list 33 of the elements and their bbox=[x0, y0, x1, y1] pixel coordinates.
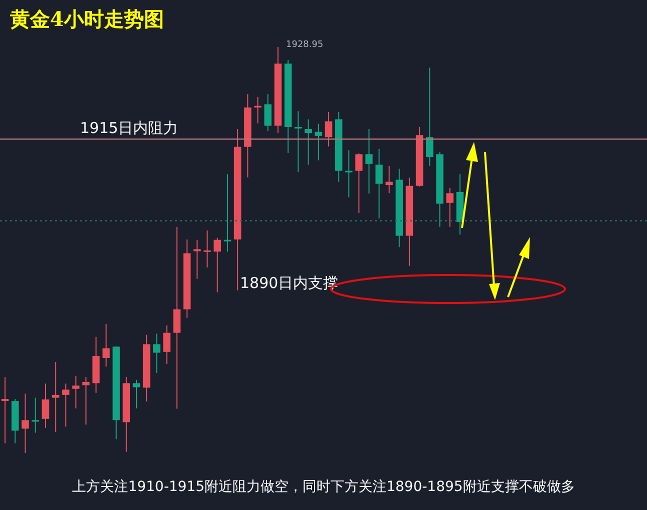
candlestick bbox=[355, 152, 363, 214]
candlestick bbox=[42, 383, 50, 428]
candlestick bbox=[214, 237, 221, 293]
candlestick bbox=[375, 148, 383, 219]
candlestick bbox=[446, 187, 454, 228]
candlestick bbox=[132, 379, 140, 409]
candlestick bbox=[32, 397, 40, 434]
candlestick bbox=[173, 226, 181, 410]
candlestick bbox=[254, 96, 262, 124]
candlestick bbox=[1, 376, 9, 444]
candlestick bbox=[264, 94, 272, 132]
candlestick bbox=[304, 118, 312, 166]
candlestick bbox=[386, 165, 393, 194]
candlestick bbox=[52, 362, 60, 432]
text: 上方关注1910-1915附近阻力做空，同时下方关注1890-1895附近支撑不破做多 bbox=[71, 478, 576, 496]
candlestick bbox=[294, 110, 302, 173]
candlestick bbox=[193, 239, 201, 280]
candlestick bbox=[345, 150, 352, 198]
candlestick bbox=[22, 393, 29, 453]
candlestick bbox=[163, 325, 170, 365]
candlestick bbox=[314, 123, 322, 161]
ref-line-label: 1915日内阻力 bbox=[80, 119, 178, 138]
candlestick bbox=[224, 174, 232, 252]
chart-title: 黄金4小时走势图 bbox=[10, 6, 164, 33]
candlestick bbox=[62, 383, 70, 428]
annotation: 1928.95 bbox=[286, 40, 324, 50]
candlestick bbox=[72, 375, 80, 409]
candlestick bbox=[426, 67, 434, 166]
candlestick bbox=[102, 323, 110, 368]
candlestick bbox=[324, 111, 332, 147]
candlestick bbox=[365, 128, 373, 194]
candlestick bbox=[204, 230, 211, 268]
candlestick bbox=[153, 333, 160, 374]
